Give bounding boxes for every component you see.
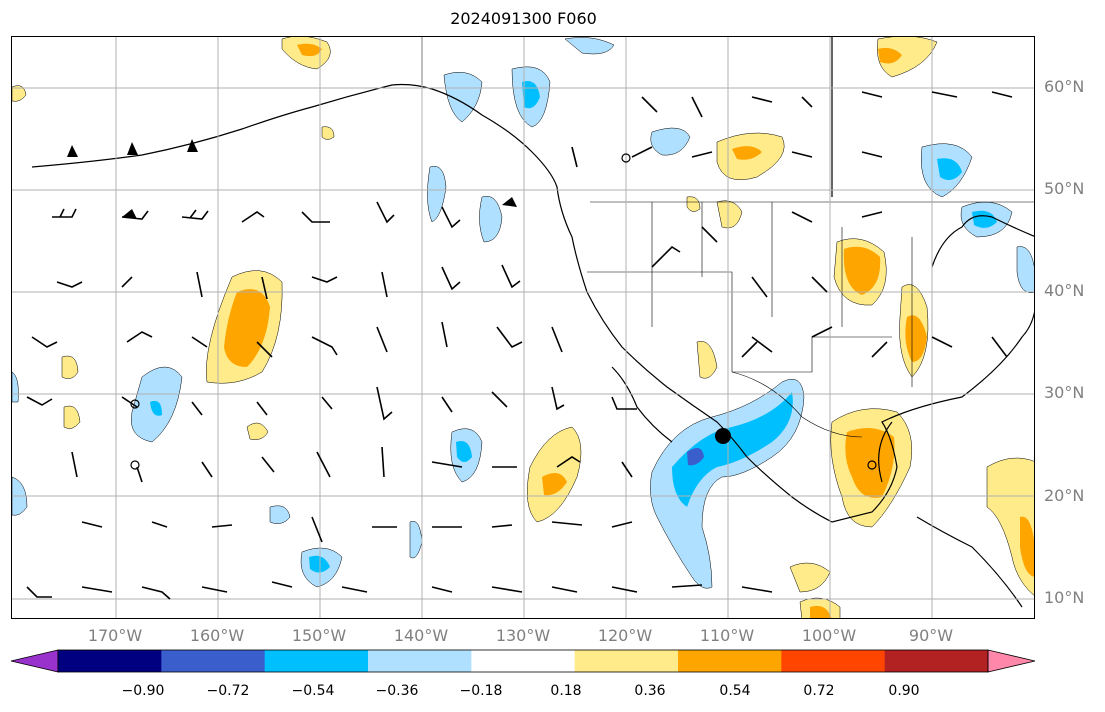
lat-label-40n: 40°N <box>1044 281 1085 300</box>
colorbar-tick-label: −0.72 <box>206 683 250 699</box>
colorbar-tick-label: 0.90 <box>888 683 920 699</box>
lon-label-120w: 120°W <box>597 626 653 645</box>
colorbar-tick-label: −0.36 <box>375 683 419 699</box>
colorbar-cell <box>678 650 782 672</box>
lon-label-130w: 130°W <box>495 626 551 645</box>
lon-label-100w: 100°W <box>801 626 857 645</box>
colorbar-cell <box>58 650 162 672</box>
colorbar-outline <box>57 649 989 673</box>
barb-flags <box>67 139 731 444</box>
colorbar-cell <box>884 650 989 672</box>
map-title: 2024091300 F060 <box>450 9 597 28</box>
lon-label-150w: 150°W <box>291 626 347 645</box>
lon-label-160w: 160°W <box>189 626 245 645</box>
lat-label-10n: 10°N <box>1044 588 1085 607</box>
lon-label-170w: 170°W <box>87 626 143 645</box>
colorbar-tick-label: −0.18 <box>459 683 503 699</box>
borders <box>587 201 1034 438</box>
lat-label-50n: 50°N <box>1044 179 1085 198</box>
colorbar-tick-label: −0.90 <box>121 683 165 699</box>
wind-barbs <box>26 91 1013 600</box>
colorbar-cell <box>161 650 266 672</box>
map-canvas <box>12 37 1034 618</box>
shaded-field <box>12 37 1034 618</box>
lat-label-30n: 30°N <box>1044 383 1085 402</box>
colorbar-cell <box>781 650 886 672</box>
graticule <box>12 37 1034 618</box>
colorbar-extend-high <box>987 649 1036 673</box>
map-frame <box>11 36 1035 619</box>
colorbar-extend-low <box>10 649 59 673</box>
lon-label-90w: 90°W <box>908 626 954 645</box>
lat-label-20n: 20°N <box>1044 486 1085 505</box>
colorbar-tick-label: −0.54 <box>291 683 335 699</box>
colorbar-cell <box>574 650 679 672</box>
colorbar-tick-label: 0.18 <box>550 683 582 699</box>
lon-label-140w: 140°W <box>393 626 449 645</box>
lat-label-60n: 60°N <box>1044 77 1085 96</box>
colorbar-cell <box>368 650 472 672</box>
station-circles <box>130 153 877 470</box>
colorbar <box>10 649 1036 673</box>
colorbar-cell <box>264 650 369 672</box>
colorbar-tick-label: 0.54 <box>719 683 751 699</box>
colorbar-tick-label: 0.72 <box>803 683 835 699</box>
colorbar-cells <box>10 649 1036 673</box>
colorbar-tick-label: 0.36 <box>634 683 666 699</box>
lon-label-110w: 110°W <box>699 626 755 645</box>
colorbar-cell <box>471 650 576 672</box>
